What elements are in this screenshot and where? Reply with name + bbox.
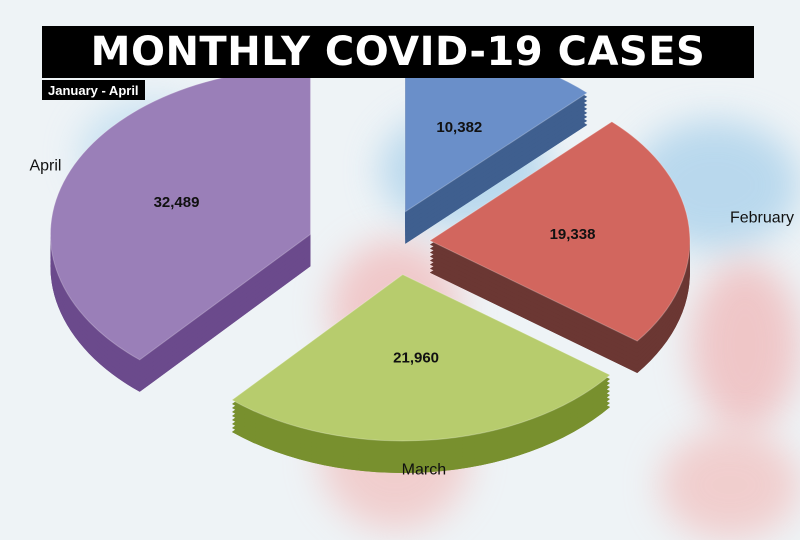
pie-slice-march: [231, 273, 611, 442]
background-vial-red: [660, 430, 800, 540]
category-label-february: February: [730, 209, 794, 226]
value-label-march: 21,960: [393, 349, 439, 366]
subtitle-banner: January - April: [42, 80, 145, 100]
category-label-march: March: [402, 461, 446, 478]
chart-subtitle: January - April: [48, 82, 139, 98]
pie-slice-april: [50, 67, 311, 361]
title-banner: MONTHLY COVID-19 CASES: [42, 26, 754, 78]
value-label-january: 10,382: [436, 119, 482, 136]
category-label-april: April: [29, 157, 61, 174]
value-label-april: 32,489: [154, 194, 200, 211]
background-vial-red: [690, 260, 800, 430]
pie-slice-february: [428, 121, 691, 342]
chart-title: MONTHLY COVID-19 CASES: [90, 29, 706, 75]
value-label-february: 19,338: [550, 226, 596, 243]
